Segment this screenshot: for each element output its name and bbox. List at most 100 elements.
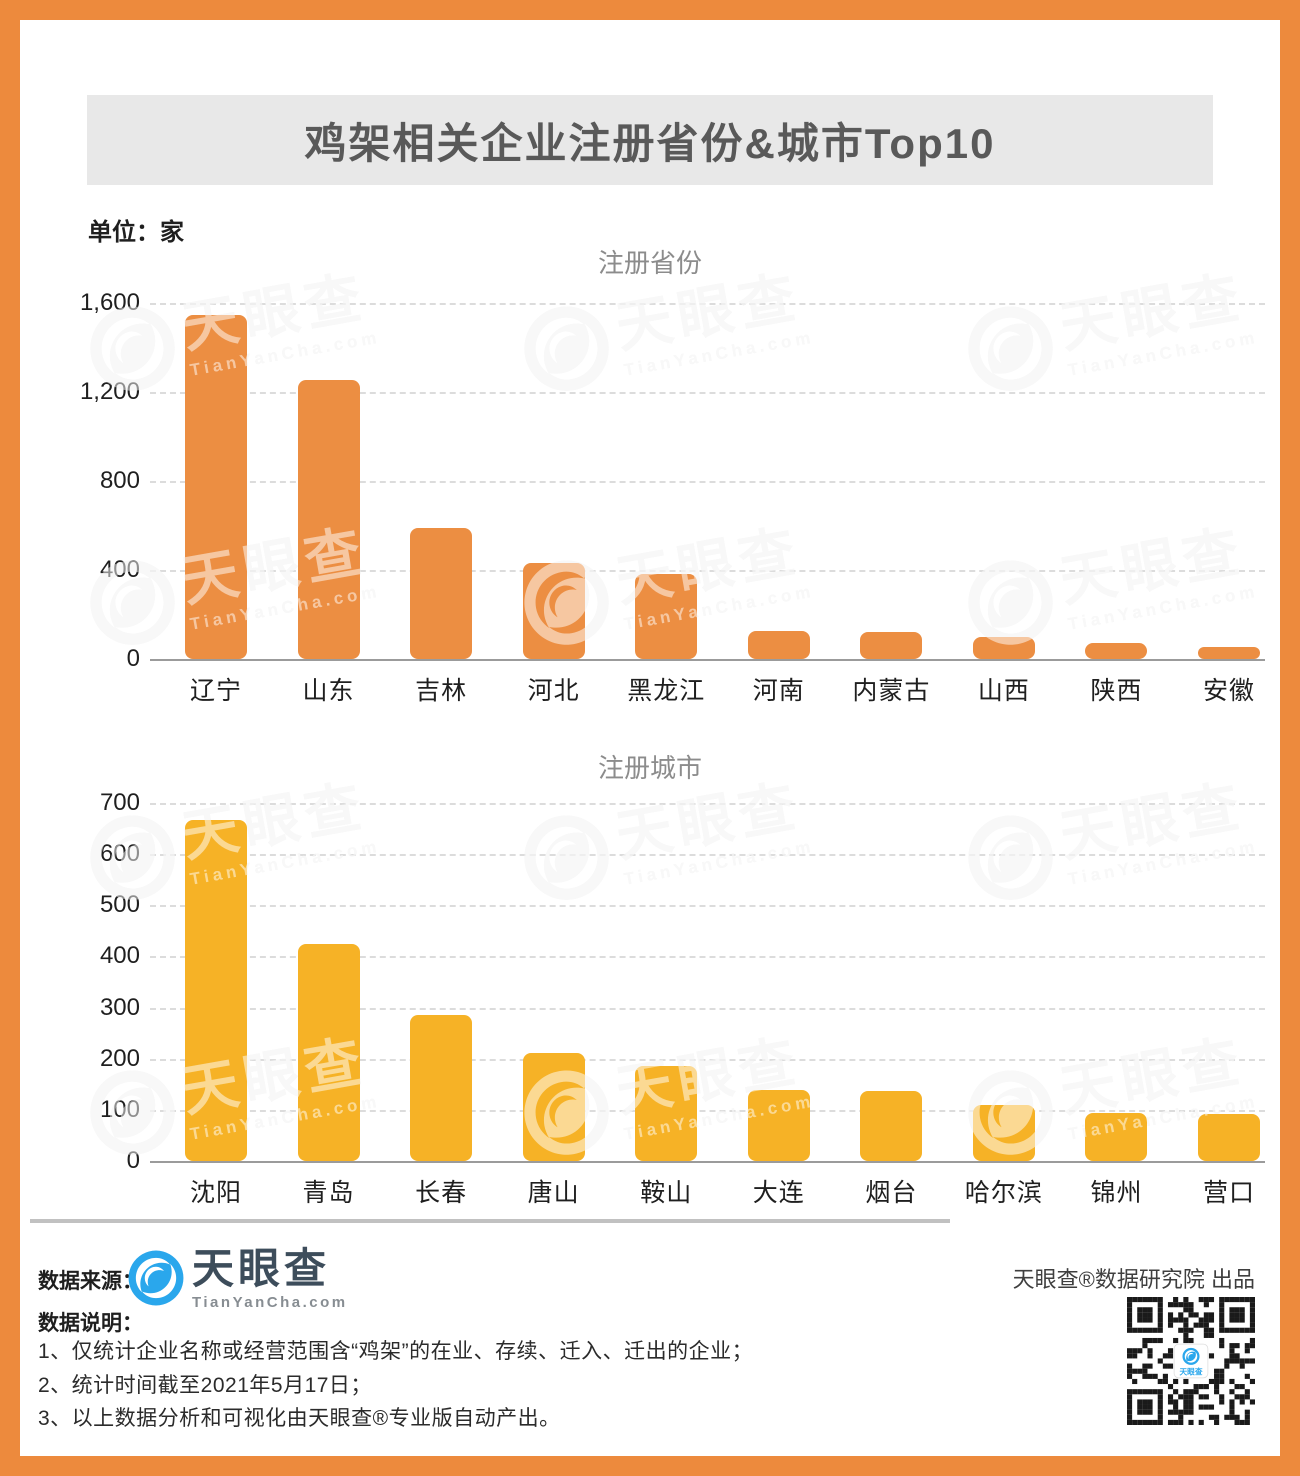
bar-安徽 <box>1198 647 1261 659</box>
x-axis-line <box>150 1161 1265 1163</box>
category-label: 营口 <box>1203 1179 1256 1207</box>
y-tick-label: 500 <box>99 891 140 919</box>
watermark-layer-under: 天眼查 TianYanCha.com 天眼查 TianYanCha.com 天眼查 Tia… <box>20 20 1280 1456</box>
tianyancha-watermark: 天眼查 TianYanCha.com <box>83 518 382 653</box>
tianyancha-watermark: 天眼查 TianYanCha.com <box>961 518 1260 653</box>
watermark-swirl-icon <box>524 306 609 391</box>
bar-山西 <box>972 637 1035 659</box>
watermark-swirl-icon <box>524 560 609 645</box>
category-label: 山西 <box>977 677 1030 705</box>
y-tick-label: 1,600 <box>79 289 140 316</box>
watermark-swirl-icon <box>524 1070 609 1155</box>
bar-山东 <box>297 380 360 659</box>
bar-锦州 <box>1085 1113 1148 1161</box>
y-tick-label: 700 <box>99 789 140 816</box>
gridline <box>150 956 1265 959</box>
category-label: 鞍山 <box>640 1179 693 1207</box>
y-tick-label: 1,200 <box>79 378 140 405</box>
unit-label: 单位：家 <box>88 219 184 246</box>
bar-沈阳 <box>185 820 247 1161</box>
watermark-swirl-icon <box>90 306 175 391</box>
category-label: 辽宁 <box>189 677 242 705</box>
bar-哈尔滨 <box>972 1105 1035 1161</box>
watermark-swirl-icon <box>524 306 609 391</box>
tianyancha-watermark: 天眼查 TianYanCha.com <box>961 773 1260 908</box>
bar-鞍山 <box>635 1066 698 1161</box>
note-line-2: 2、统计时间截至2021年5月17日； <box>38 1374 372 1397</box>
tianyancha-watermark: 天眼查 TianYanCha.com <box>517 518 816 653</box>
watermark-swirl-icon <box>968 815 1053 900</box>
bar-辽宁 <box>185 315 247 659</box>
watermark-swirl-icon <box>968 1070 1053 1155</box>
watermark-swirl-icon <box>968 560 1053 645</box>
x-axis-line <box>150 659 1265 661</box>
category-label: 锦州 <box>1090 1179 1143 1207</box>
gridline <box>150 392 1265 394</box>
tianyancha-watermark: 天眼查 TianYanCha.com <box>83 264 382 399</box>
logo-brand-text: 天眼查 <box>192 1245 331 1292</box>
bar-长春 <box>410 1015 473 1161</box>
charts-layer: 0 400 800 1,200 1,600 辽宁 山东 吉林 河北 黑龙江 河南 内蒙古 山西 陕西 安徽 0… <box>20 20 1280 1456</box>
chart-title-provinces: 注册省份 <box>597 248 702 278</box>
note-line-3: 3、以上数据分析和可视化由天眼查®专业版自动产出。 <box>38 1407 561 1430</box>
tianyancha-watermark: 天眼查 TianYanCha.com <box>83 1028 382 1163</box>
notes-label: 数据说明： <box>38 1312 143 1335</box>
watermark-swirl-icon <box>90 1070 175 1155</box>
tianyancha-watermark: 天眼查 TianYanCha.com <box>517 773 816 908</box>
gridline <box>150 303 1265 305</box>
y-tick-label: 300 <box>99 993 140 1021</box>
tianyancha-watermark: 天眼查 TianYanCha.com <box>961 264 1260 399</box>
y-tick-label: 600 <box>99 840 140 868</box>
produced-by-text: 天眼查®数据研究院 出品 <box>1012 1267 1255 1292</box>
y-tick-label: 0 <box>126 1147 140 1174</box>
bar-营口 <box>1198 1114 1261 1161</box>
logo-domain-text: TianYanCha.com <box>192 1294 348 1311</box>
category-label: 长春 <box>415 1179 468 1207</box>
gridline <box>150 481 1265 483</box>
qr-code: 天眼查 <box>1127 1297 1255 1425</box>
watermark-swirl-icon <box>90 560 175 645</box>
gridline <box>150 570 1265 572</box>
bar-青岛 <box>297 944 360 1161</box>
tianyancha-watermark: 天眼查 TianYanCha.com <box>961 773 1260 908</box>
bar-唐山 <box>522 1053 585 1161</box>
watermark-swirl-icon <box>968 1070 1053 1155</box>
gridline <box>150 1058 1265 1061</box>
tianyancha-watermark: 天眼查 TianYanCha.com <box>517 1028 816 1163</box>
watermark-swirl-icon <box>524 815 609 900</box>
category-label: 内蒙古 <box>852 677 931 705</box>
bar-大连 <box>747 1090 810 1161</box>
bar-内蒙古 <box>860 632 923 659</box>
category-label: 哈尔滨 <box>964 1179 1043 1207</box>
gridline <box>150 803 1265 805</box>
category-label: 沈阳 <box>189 1179 242 1207</box>
data-source-label: 数据来源： <box>38 1270 143 1293</box>
tianyancha-watermark: 天眼查 TianYanCha.com <box>83 1028 382 1163</box>
y-tick-label: 0 <box>126 645 140 672</box>
chart-title-cities: 注册城市 <box>597 753 702 783</box>
category-label: 山东 <box>302 677 355 705</box>
tianyancha-watermark: 天眼查 TianYanCha.com <box>517 264 816 399</box>
gridline <box>150 905 1265 908</box>
svg-text:天眼查: 天眼查 <box>1179 1366 1202 1376</box>
tianyancha-logo: 天眼查 TianYanCha.com <box>128 1248 348 1311</box>
title-banner: 鸡架相关企业注册省份&城市Top10 <box>87 95 1213 185</box>
watermark-swirl-icon <box>524 560 609 645</box>
bar-河南 <box>747 631 810 659</box>
category-label: 唐山 <box>527 1179 580 1207</box>
watermark-swirl-icon <box>90 815 175 900</box>
watermark-swirl-icon <box>968 815 1053 900</box>
tianyancha-watermark: 天眼查 TianYanCha.com <box>517 773 816 908</box>
watermark-swirl-icon <box>524 815 609 900</box>
watermark-layer-over: 天眼查 TianYanCha.com 天眼查 TianYanCha.com 天眼查 Tia… <box>20 20 1280 1456</box>
tianyancha-watermark: 天眼查 TianYanCha.com <box>83 518 382 653</box>
category-label: 烟台 <box>865 1179 918 1207</box>
tianyancha-watermark: 天眼查 TianYanCha.com <box>83 773 382 908</box>
watermark-swirl-icon <box>968 560 1053 645</box>
y-tick-label: 200 <box>99 1044 140 1072</box>
bar-黑龙江 <box>635 574 698 659</box>
category-label: 大连 <box>752 1179 805 1207</box>
y-tick-label: 100 <box>99 1095 140 1123</box>
tianyancha-watermark: 天眼查 TianYanCha.com <box>517 264 816 399</box>
category-label: 河南 <box>752 677 805 705</box>
